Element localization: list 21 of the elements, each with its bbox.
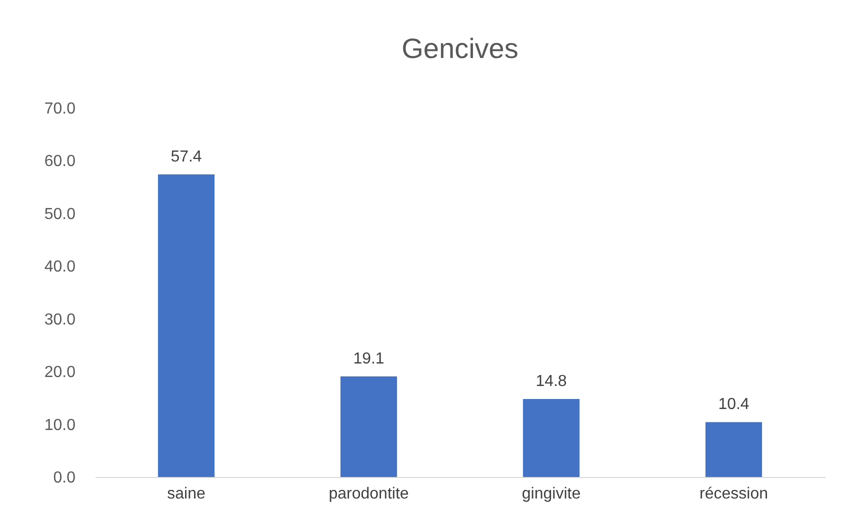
data-label: 19.1 <box>353 350 384 368</box>
y-tick-label: 60.0 <box>44 153 76 170</box>
x-tick-label: récession <box>700 486 768 502</box>
y-tick-label: 10.0 <box>44 416 76 434</box>
data-label: 57.4 <box>170 148 202 166</box>
data-label: 10.4 <box>718 396 750 414</box>
x-tick-label: parodontite <box>328 486 409 502</box>
y-tick-label: 40.0 <box>44 258 76 276</box>
bar <box>340 376 398 477</box>
data-label: 14.8 <box>536 372 567 390</box>
chart-title: Gencives <box>402 33 518 64</box>
bar <box>705 422 762 477</box>
x-tick-label: gingivite <box>522 486 581 502</box>
y-tick-label: 30.0 <box>44 311 76 328</box>
y-tick-label: 20.0 <box>44 364 76 382</box>
y-tick-label: 50.0 <box>44 206 76 223</box>
y-tick-label: 0.0 <box>53 470 76 486</box>
bar <box>158 174 215 477</box>
y-tick-label: 70.0 <box>44 100 76 118</box>
x-tick-label: saine <box>167 486 206 502</box>
bar <box>522 398 580 477</box>
